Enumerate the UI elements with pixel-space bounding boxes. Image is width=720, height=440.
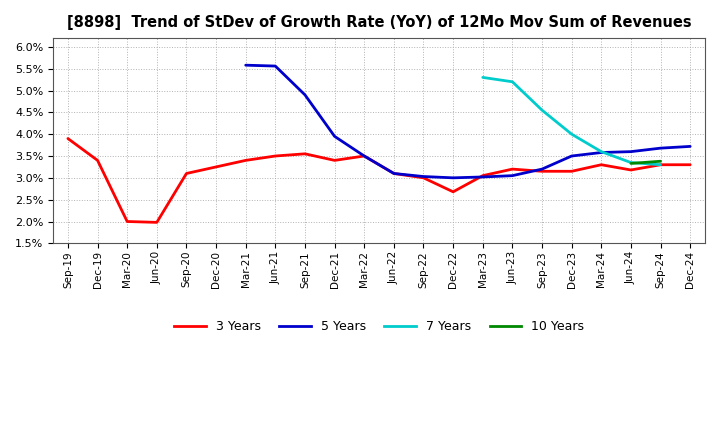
5 Years [626, 149, 635, 154]
3 Years [479, 173, 487, 178]
5 Years [508, 173, 517, 178]
3 Years [330, 158, 339, 163]
3 Years [656, 162, 665, 167]
5 Years [449, 175, 457, 180]
5 Years [567, 154, 576, 159]
3 Years [390, 171, 398, 176]
3 Years [449, 189, 457, 194]
Title: [8898]  Trend of StDev of Growth Rate (YoY) of 12Mo Mov Sum of Revenues: [8898] Trend of StDev of Growth Rate (Yo… [67, 15, 691, 30]
3 Years [153, 220, 161, 225]
3 Years [123, 219, 132, 224]
Line: 7 Years: 7 Years [483, 77, 660, 165]
5 Years [597, 150, 606, 155]
3 Years [686, 162, 695, 167]
Line: 10 Years: 10 Years [631, 161, 660, 163]
7 Years [567, 132, 576, 137]
5 Years [271, 63, 279, 69]
3 Years [538, 169, 546, 174]
7 Years [597, 149, 606, 154]
3 Years [419, 175, 428, 180]
3 Years [597, 162, 606, 167]
7 Years [479, 75, 487, 80]
3 Years [301, 151, 310, 157]
10 Years [656, 158, 665, 164]
3 Years [271, 154, 279, 159]
5 Years [241, 62, 250, 68]
3 Years [567, 169, 576, 174]
5 Years [301, 92, 310, 98]
3 Years [63, 136, 72, 141]
5 Years [656, 146, 665, 151]
3 Years [508, 166, 517, 172]
5 Years [330, 134, 339, 139]
5 Years [390, 171, 398, 176]
3 Years [626, 167, 635, 172]
5 Years [419, 174, 428, 179]
10 Years [626, 161, 635, 166]
7 Years [508, 79, 517, 84]
3 Years [360, 154, 369, 159]
5 Years [538, 166, 546, 172]
3 Years [93, 158, 102, 163]
7 Years [626, 160, 635, 165]
Line: 3 Years: 3 Years [68, 139, 690, 222]
5 Years [360, 154, 369, 159]
3 Years [212, 164, 220, 169]
3 Years [241, 158, 250, 163]
5 Years [686, 144, 695, 149]
Line: 5 Years: 5 Years [246, 65, 690, 178]
3 Years [182, 171, 191, 176]
7 Years [656, 162, 665, 167]
7 Years [538, 107, 546, 113]
5 Years [479, 174, 487, 180]
Legend: 3 Years, 5 Years, 7 Years, 10 Years: 3 Years, 5 Years, 7 Years, 10 Years [169, 315, 589, 338]
